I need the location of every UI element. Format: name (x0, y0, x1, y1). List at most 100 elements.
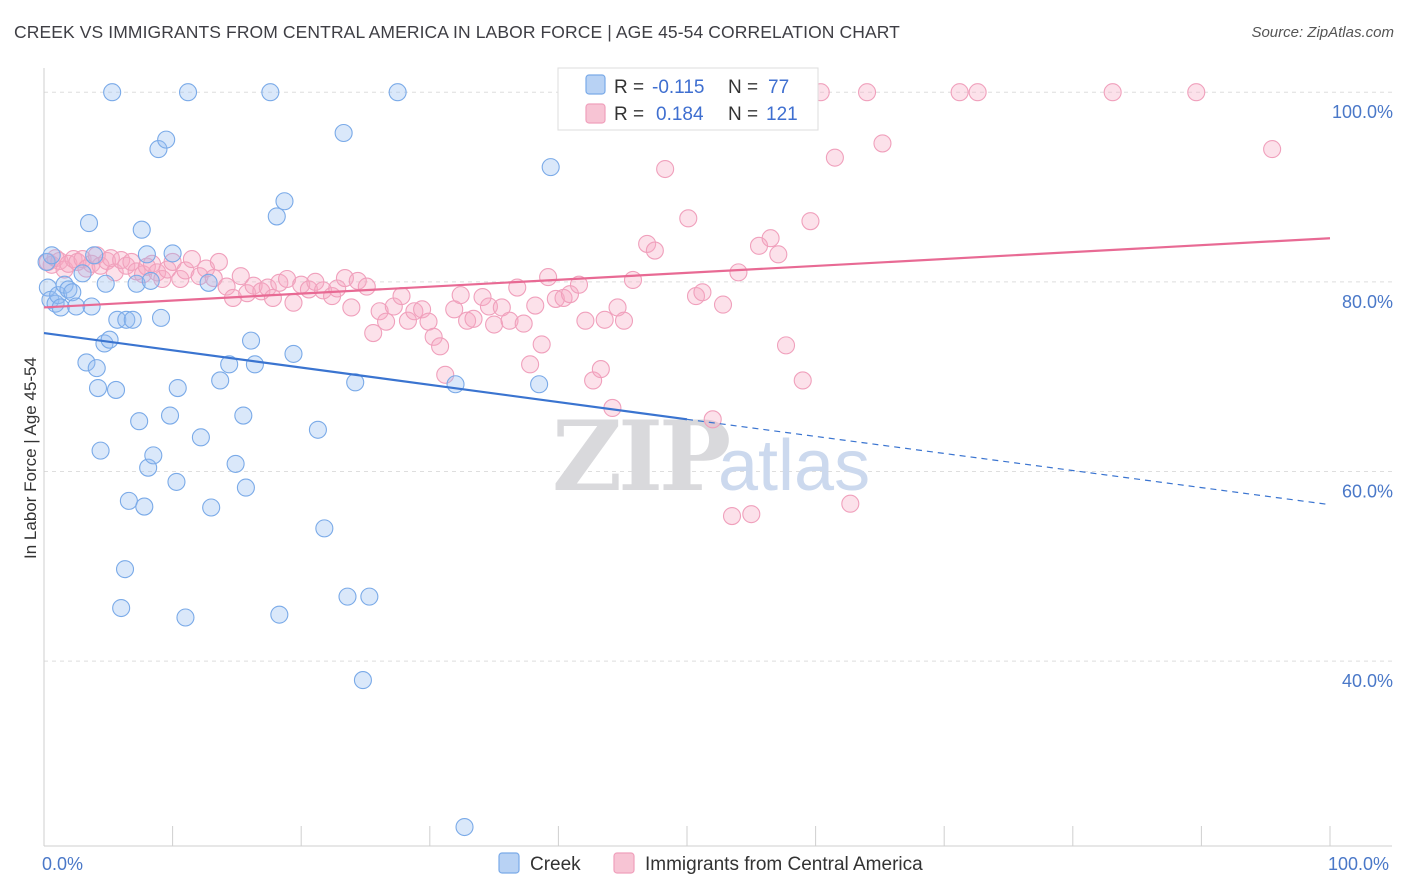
immigrants-point (703, 410, 722, 429)
immigrants-point (370, 302, 389, 321)
creek-point (353, 671, 372, 690)
creek-point (96, 274, 115, 293)
immigrants-point (742, 505, 761, 524)
creek-point (42, 246, 61, 265)
creek-point (163, 244, 182, 263)
watermark: ZIP atlas (552, 400, 870, 513)
immigrants-point (68, 252, 87, 271)
immigrants-point (801, 212, 820, 231)
immigrants-point (623, 270, 643, 290)
immigrants-point (384, 297, 403, 316)
immigrants-point (284, 293, 303, 312)
creek-point (275, 192, 294, 211)
immigrants-point (614, 311, 634, 330)
creek-point (123, 310, 142, 329)
immigrants-point (968, 83, 987, 102)
creek-point (82, 297, 101, 316)
creek-point (241, 331, 261, 350)
legend-n-value-creek: 77 (768, 77, 789, 98)
creek-point (127, 274, 146, 293)
immigrants-point (560, 285, 580, 304)
bottom-legend-swatch-creek (498, 852, 520, 874)
creek-point (308, 420, 327, 439)
y-tick-label: 100.0% (1332, 102, 1393, 122)
immigrants-point (479, 297, 499, 316)
watermark-zip: ZIP (552, 400, 729, 513)
immigrants-trend-line (43, 237, 1331, 309)
immigrants-point (1187, 83, 1206, 102)
creek-point (315, 519, 334, 538)
immigrants-point (521, 355, 540, 374)
bottom-legend-label-creek: Creek (530, 854, 581, 875)
immigrants-point (539, 268, 558, 287)
immigrants-point (137, 257, 156, 276)
creek-point (137, 245, 156, 264)
immigrants-point (231, 267, 250, 286)
immigrants-point (595, 310, 614, 329)
creek-point (103, 83, 122, 102)
creek-point (455, 817, 474, 837)
creek-point (234, 406, 253, 425)
creek-point (245, 355, 264, 374)
legend-swatch-creek (585, 74, 606, 95)
legend-r-label-immigrants: R = (614, 104, 644, 125)
legend-r-value-creek: -0.115 (652, 77, 704, 98)
legend-r-value-immigrants: 0.184 (656, 104, 704, 125)
bottom-legend: Creek Immigrants from Central America (498, 852, 923, 875)
creek-point (220, 355, 239, 374)
immigrants-point (500, 311, 519, 330)
creek-point (157, 130, 176, 149)
creek-point (88, 378, 108, 398)
immigrants-point (1263, 140, 1282, 159)
creek-point (338, 587, 357, 606)
creek-point (284, 344, 303, 363)
creek-point (130, 412, 149, 431)
immigrants-point (645, 241, 664, 260)
creek-point (191, 428, 210, 447)
immigrants-point (464, 309, 483, 328)
immigrants-point (679, 209, 698, 228)
immigrants-point (492, 298, 511, 317)
immigrants-point (722, 506, 742, 526)
x-tick-label-max: 100.0% (1328, 854, 1389, 874)
immigrants-point (841, 494, 860, 513)
immigrants-point (769, 245, 788, 264)
immigrants-point (656, 159, 675, 179)
creek-point (334, 123, 353, 143)
immigrants-point (398, 311, 417, 330)
creek-point (541, 158, 560, 177)
immigrants-point (569, 275, 589, 294)
immigrants-point (1103, 83, 1122, 102)
bottom-legend-swatch-immigrants (613, 852, 635, 874)
creek-point (160, 406, 180, 425)
bottom-legend-label-immigrants: Immigrants from Central America (645, 854, 923, 875)
immigrants-point (546, 289, 565, 308)
immigrants-point (451, 286, 470, 305)
y-tick-label: 80.0% (1342, 292, 1393, 312)
immigrants-point (419, 312, 438, 331)
creek-point (135, 497, 154, 516)
immigrants-point (153, 269, 172, 289)
y-axis-label: In Labor Force | Age 45-54 (21, 357, 40, 559)
y-tick-label: 40.0% (1342, 671, 1393, 691)
creek-point (176, 608, 195, 627)
creek-point (132, 220, 151, 239)
legend-n-value-immigrants: 121 (766, 104, 798, 125)
creek-point (117, 310, 136, 329)
creek-point (144, 446, 163, 465)
creek-point (115, 560, 135, 579)
creek-point (199, 273, 218, 292)
immigrants-point (424, 327, 443, 346)
trend-lines (43, 237, 1331, 506)
immigrants-point (364, 324, 383, 343)
creek-point (360, 587, 379, 606)
immigrants-point (357, 277, 376, 296)
immigrants-point (514, 314, 533, 333)
immigrants-point (857, 83, 877, 102)
creek-point (119, 491, 138, 510)
immigrants-point (405, 302, 424, 321)
immigrants-point (873, 134, 892, 153)
immigrants-point (950, 83, 969, 102)
creek-point (149, 140, 168, 159)
